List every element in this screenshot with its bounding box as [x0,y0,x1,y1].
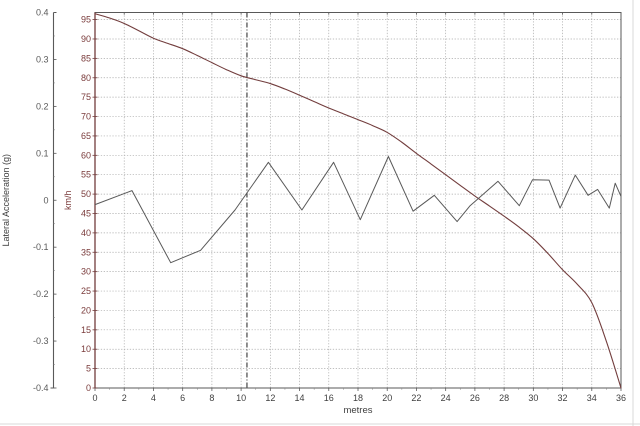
svg-text:45: 45 [81,208,91,218]
svg-text:40: 40 [81,228,91,238]
svg-text:8: 8 [209,393,214,403]
svg-text:18: 18 [353,393,363,403]
svg-text:25: 25 [81,286,91,296]
svg-text:0.4: 0.4 [36,8,49,18]
svg-text:30: 30 [528,393,538,403]
svg-text:24: 24 [441,393,451,403]
svg-text:km/h: km/h [63,190,73,210]
svg-text:4: 4 [151,393,156,403]
svg-text:65: 65 [81,131,91,141]
svg-text:0.1: 0.1 [36,148,49,158]
svg-text:0.3: 0.3 [36,54,49,64]
svg-text:12: 12 [265,393,275,403]
svg-text:metres: metres [343,405,372,416]
svg-text:0: 0 [92,393,97,403]
svg-text:10: 10 [81,344,91,354]
svg-text:Lateral Acceleration (g): Lateral Acceleration (g) [1,154,11,247]
svg-text:95: 95 [81,15,91,25]
svg-text:50: 50 [81,189,91,199]
svg-text:-0.2: -0.2 [33,289,49,299]
svg-text:70: 70 [81,112,91,122]
svg-text:85: 85 [81,53,91,63]
svg-text:0: 0 [86,383,91,393]
svg-text:36: 36 [616,393,626,403]
svg-text:32: 32 [558,393,568,403]
svg-text:34: 34 [587,393,597,403]
svg-text:16: 16 [324,393,334,403]
svg-text:-0.3: -0.3 [33,336,49,346]
svg-text:0.2: 0.2 [36,101,49,111]
svg-text:22: 22 [411,393,421,403]
svg-text:26: 26 [470,393,480,403]
svg-text:2: 2 [122,393,127,403]
svg-text:5: 5 [86,364,91,374]
svg-text:14: 14 [295,393,305,403]
svg-text:20: 20 [382,393,392,403]
svg-text:60: 60 [81,150,91,160]
svg-text:90: 90 [81,34,91,44]
svg-text:35: 35 [81,247,91,257]
svg-text:6: 6 [180,393,185,403]
svg-text:-0.1: -0.1 [33,242,49,252]
svg-text:75: 75 [81,92,91,102]
svg-text:30: 30 [81,267,91,277]
svg-text:0: 0 [43,195,48,205]
svg-text:55: 55 [81,170,91,180]
svg-text:-0.4: -0.4 [33,383,49,393]
svg-text:28: 28 [499,393,509,403]
svg-text:10: 10 [236,393,246,403]
svg-text:15: 15 [81,325,91,335]
svg-text:80: 80 [81,73,91,83]
svg-text:20: 20 [81,305,91,315]
